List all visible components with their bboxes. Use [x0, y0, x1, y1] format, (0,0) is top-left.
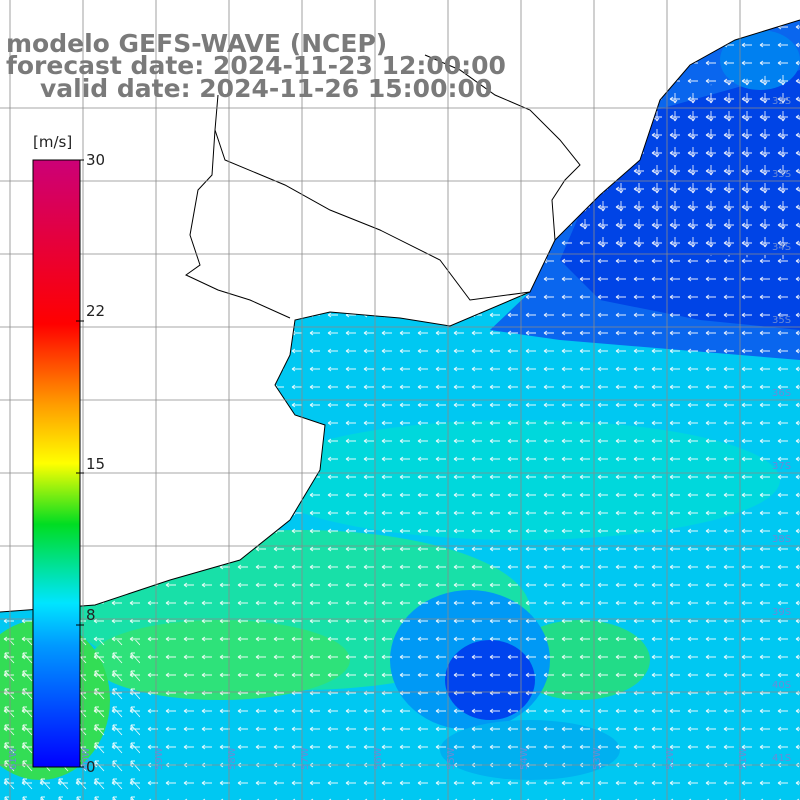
colorbar-tick-label: 15 — [86, 455, 106, 473]
lon-label: 52W — [665, 747, 676, 770]
lon-label: 55W — [446, 747, 457, 770]
lon-label: 60W — [81, 747, 92, 770]
lat-label: 35S — [772, 315, 791, 326]
lat-label: 39S — [772, 607, 791, 618]
lat-label: 33S — [772, 169, 791, 180]
lat-label: 32S — [772, 96, 791, 107]
colorbar — [32, 159, 81, 768]
lat-label: 40S — [772, 680, 791, 691]
lon-label: 59W — [154, 747, 165, 770]
lon-label: 61W — [8, 747, 19, 770]
lon-label: 51W — [738, 747, 749, 770]
colorbar-tick-label: 8 — [86, 606, 96, 624]
lon-label: 54W — [519, 747, 530, 770]
colorbar-tick-label: 22 — [86, 302, 106, 320]
lon-label: 53W — [592, 747, 603, 770]
title-valid-date: valid date: 2024-11-26 15:00:00 — [40, 74, 493, 103]
longitude-labels: 61W 60W 59W 58W 57W 56W 55W 54W 53W 52W … — [8, 747, 749, 770]
title-forecast-date: forecast date: 2024-11-23 12:00:00 — [6, 51, 506, 80]
lon-label: 57W — [300, 747, 311, 770]
colorbar-ticks — [76, 159, 84, 768]
lon-label: 56W — [373, 747, 384, 770]
lat-label: 34S — [772, 242, 791, 253]
colorbar-tick-label: 30 — [86, 151, 106, 169]
lat-label: 41S — [772, 753, 791, 764]
lon-label: 58W — [227, 747, 238, 770]
lat-label: 36S — [772, 388, 791, 399]
colorbar-tick-label: 0 — [86, 758, 96, 776]
coastline — [0, 19, 800, 613]
latitude-labels: 32S 33S 34S 35S 36S 37S 38S 39S 40S 41S — [772, 96, 791, 764]
lat-label: 38S — [772, 534, 791, 545]
lat-label: 37S — [772, 461, 791, 472]
title-model: modelo GEFS-WAVE (NCEP) — [6, 29, 388, 58]
colorbar-unit: [m/s] — [33, 133, 73, 151]
